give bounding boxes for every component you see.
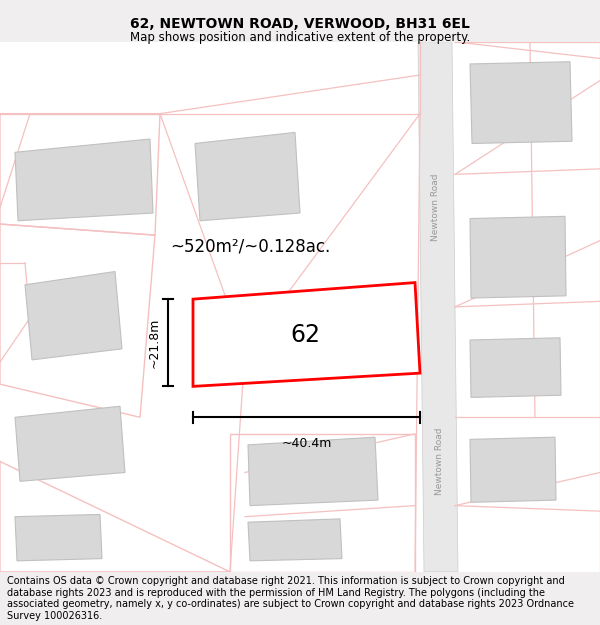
Text: Newtown Road: Newtown Road: [431, 174, 440, 241]
Text: ~21.8m: ~21.8m: [148, 318, 161, 368]
Polygon shape: [195, 132, 300, 221]
Text: 62, NEWTOWN ROAD, VERWOOD, BH31 6EL: 62, NEWTOWN ROAD, VERWOOD, BH31 6EL: [130, 18, 470, 31]
Polygon shape: [248, 519, 342, 561]
Polygon shape: [248, 437, 378, 506]
Polygon shape: [470, 338, 561, 398]
Polygon shape: [15, 139, 153, 221]
Polygon shape: [193, 282, 420, 386]
Text: 62: 62: [290, 323, 320, 348]
Text: Map shows position and indicative extent of the property.: Map shows position and indicative extent…: [130, 31, 470, 44]
Polygon shape: [418, 42, 458, 572]
Polygon shape: [470, 216, 566, 298]
Text: Newtown Road: Newtown Road: [436, 428, 445, 495]
Text: Contains OS data © Crown copyright and database right 2021. This information is : Contains OS data © Crown copyright and d…: [7, 576, 574, 621]
Polygon shape: [470, 62, 572, 144]
Text: ~40.4m: ~40.4m: [281, 437, 332, 450]
Polygon shape: [25, 271, 122, 360]
Polygon shape: [15, 514, 102, 561]
Text: ~520m²/~0.128ac.: ~520m²/~0.128ac.: [170, 237, 330, 255]
Polygon shape: [470, 437, 556, 503]
Polygon shape: [15, 406, 125, 481]
